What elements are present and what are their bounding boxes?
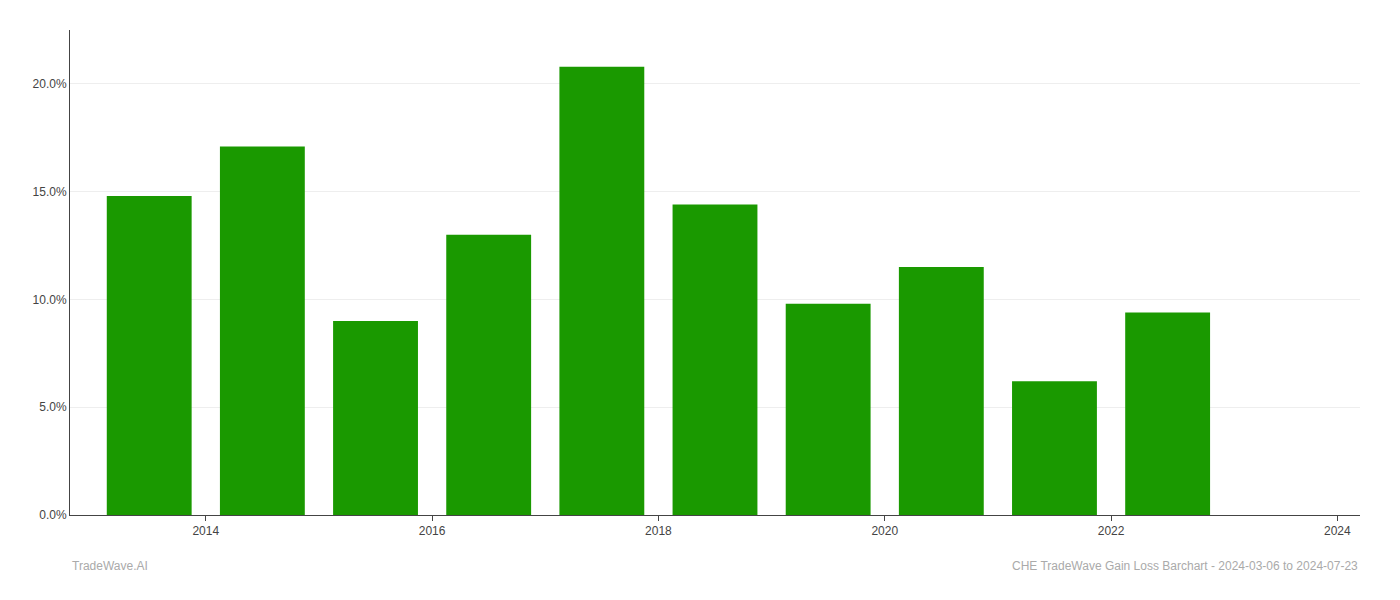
svg-text:10.0%: 10.0% xyxy=(33,293,67,307)
svg-text:15.0%: 15.0% xyxy=(33,185,67,199)
svg-text:2020: 2020 xyxy=(871,524,898,538)
svg-text:2022: 2022 xyxy=(1098,524,1125,538)
svg-text:2018: 2018 xyxy=(645,524,672,538)
svg-text:2016: 2016 xyxy=(419,524,446,538)
svg-text:0.0%: 0.0% xyxy=(39,508,67,522)
svg-text:TradeWave.AI: TradeWave.AI xyxy=(72,559,148,573)
svg-text:2014: 2014 xyxy=(192,524,219,538)
svg-text:CHE TradeWave Gain Loss Barcha: CHE TradeWave Gain Loss Barchart - 2024-… xyxy=(1012,559,1358,573)
svg-text:20.0%: 20.0% xyxy=(33,77,67,91)
svg-text:5.0%: 5.0% xyxy=(39,400,67,414)
svg-text:2024: 2024 xyxy=(1324,524,1351,538)
